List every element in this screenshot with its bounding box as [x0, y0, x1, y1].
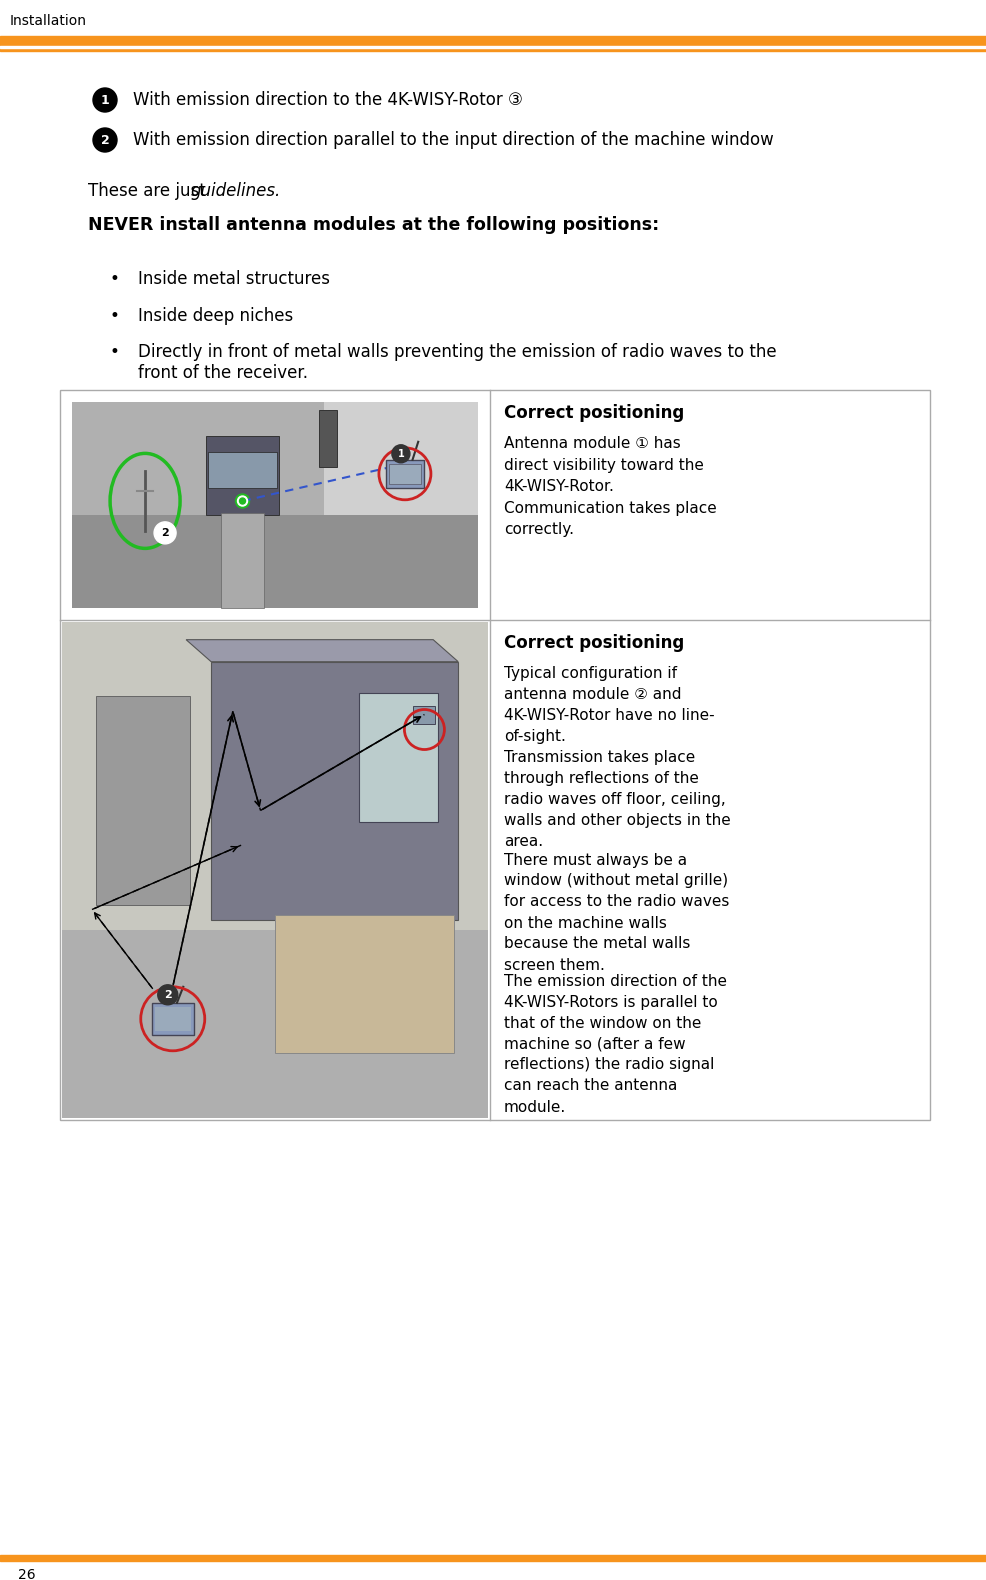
Text: These are just: These are just — [88, 182, 211, 201]
Text: 2: 2 — [164, 989, 172, 1000]
Circle shape — [154, 521, 176, 544]
Text: Directly in front of metal walls preventing the emission of radio waves to the
f: Directly in front of metal walls prevent… — [138, 343, 777, 382]
Text: 2: 2 — [101, 133, 109, 147]
Bar — [275, 915, 454, 1054]
Text: 1: 1 — [101, 93, 109, 106]
Bar — [60, 390, 930, 1120]
Text: With emission direction to the 4K-WISY-Rotor ③: With emission direction to the 4K-WISY-R… — [133, 92, 523, 109]
Circle shape — [93, 128, 117, 152]
Bar — [323, 401, 478, 515]
Polygon shape — [186, 640, 458, 662]
Bar — [0, 36, 986, 44]
Bar — [62, 929, 488, 1119]
Text: 26: 26 — [18, 1567, 35, 1580]
Text: Antenna module ① has
direct visibility toward the
4K-WISY-Rotor.
Communication t: Antenna module ① has direct visibility t… — [504, 436, 717, 537]
Text: Installation: Installation — [10, 14, 87, 28]
Bar — [221, 514, 264, 608]
Bar — [388, 465, 421, 483]
Text: 2: 2 — [161, 528, 169, 537]
Text: Typical configuration if
antenna module ② and
4K-WISY-Rotor have no line-
of-sig: Typical configuration if antenna module … — [504, 667, 715, 744]
Text: Correct positioning: Correct positioning — [504, 634, 684, 653]
Text: With emission direction parallel to the input direction of the machine window: With emission direction parallel to the … — [133, 131, 774, 149]
Text: Transmission takes place
through reflections of the
radio waves off floor, ceili: Transmission takes place through reflect… — [504, 750, 731, 848]
Bar — [0, 46, 986, 47]
Bar — [155, 1006, 190, 1030]
Bar — [206, 436, 279, 515]
Circle shape — [93, 88, 117, 112]
Text: Correct positioning: Correct positioning — [504, 404, 684, 422]
Bar — [96, 697, 189, 905]
Bar — [62, 623, 488, 1119]
Text: •: • — [110, 343, 120, 360]
Circle shape — [236, 495, 249, 509]
Text: •: • — [110, 307, 120, 325]
Circle shape — [238, 496, 247, 506]
Bar — [318, 409, 337, 466]
Text: The emission direction of the
4K-WISY-Rotors is parallel to
that of the window o: The emission direction of the 4K-WISY-Ro… — [504, 973, 727, 1114]
Bar — [72, 401, 478, 608]
Bar — [152, 1003, 194, 1035]
Bar — [208, 452, 277, 488]
Bar — [211, 662, 458, 920]
Circle shape — [158, 984, 177, 1005]
Text: NEVER install antenna modules at the following positions:: NEVER install antenna modules at the fol… — [88, 216, 660, 234]
Circle shape — [240, 498, 246, 504]
Bar — [0, 47, 986, 51]
Text: guidelines.: guidelines. — [190, 182, 280, 201]
Text: Inside metal structures: Inside metal structures — [138, 270, 330, 288]
Text: Inside deep niches: Inside deep niches — [138, 307, 293, 325]
Bar — [0, 1555, 986, 1561]
Text: 1: 1 — [397, 449, 404, 458]
Text: •: • — [110, 270, 120, 288]
Bar — [359, 692, 439, 822]
Text: There must always be a
window (without metal grille)
for access to the radio wav: There must always be a window (without m… — [504, 853, 730, 973]
Bar — [413, 706, 436, 724]
Circle shape — [391, 446, 410, 463]
Bar — [386, 460, 424, 488]
Bar — [72, 515, 478, 608]
